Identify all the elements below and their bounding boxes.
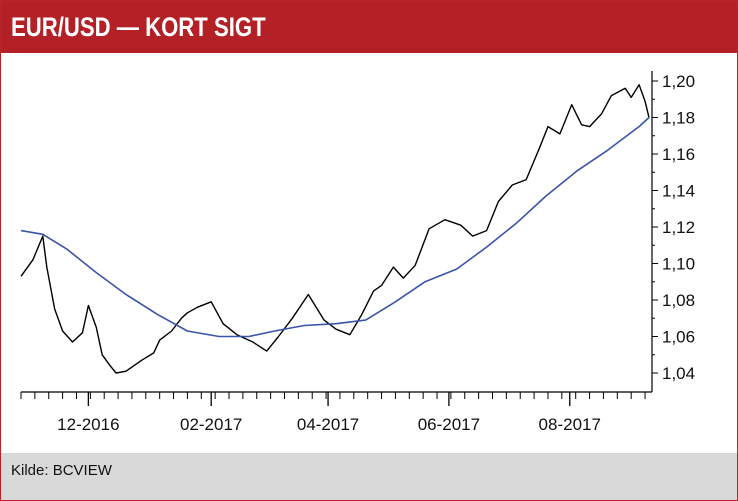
series-line-average <box>20 116 650 338</box>
x-tick-label: 04-2017 <box>297 415 359 434</box>
series-line-price <box>20 84 650 374</box>
y-tick-label: 1,10 <box>662 255 695 274</box>
x-tick-label: 08-2017 <box>539 415 601 434</box>
chart-footer: Kilde: BCVIEW <box>1 453 737 500</box>
y-tick-label: 1,20 <box>662 72 695 91</box>
axes <box>20 71 658 406</box>
y-tick-label: 1,18 <box>662 109 695 128</box>
y-tick-label: 1,04 <box>662 364 695 383</box>
y-tick-label: 1,16 <box>662 145 695 164</box>
y-tick-label: 1,08 <box>662 291 695 310</box>
chart-header: EUR/USD — KORT SIGT <box>1 1 737 53</box>
plot-area: 1,04 1,06 1,08 1,10 1,12 1,14 1,16 1,18 1,20 12-2… <box>1 53 737 453</box>
chart-title: EUR/USD — KORT SIGT <box>11 12 266 42</box>
x-tick-label: 12-2016 <box>57 415 119 434</box>
y-tick-label: 1,06 <box>662 328 695 347</box>
source-label: Kilde: BCVIEW <box>11 462 112 479</box>
chart-svg: 1,04 1,06 1,08 1,10 1,12 1,14 1,16 1,18 1,20 12-2… <box>20 71 695 434</box>
x-tick-label: 06-2017 <box>418 415 480 434</box>
tick-labels: 1,04 1,06 1,08 1,10 1,12 1,14 1,16 1,18 1,20 12-2… <box>57 72 695 434</box>
series-layer <box>20 84 650 374</box>
y-tick-label: 1,12 <box>662 218 695 237</box>
x-tick-label: 02-2017 <box>180 415 242 434</box>
y-tick-label: 1,14 <box>662 182 695 201</box>
